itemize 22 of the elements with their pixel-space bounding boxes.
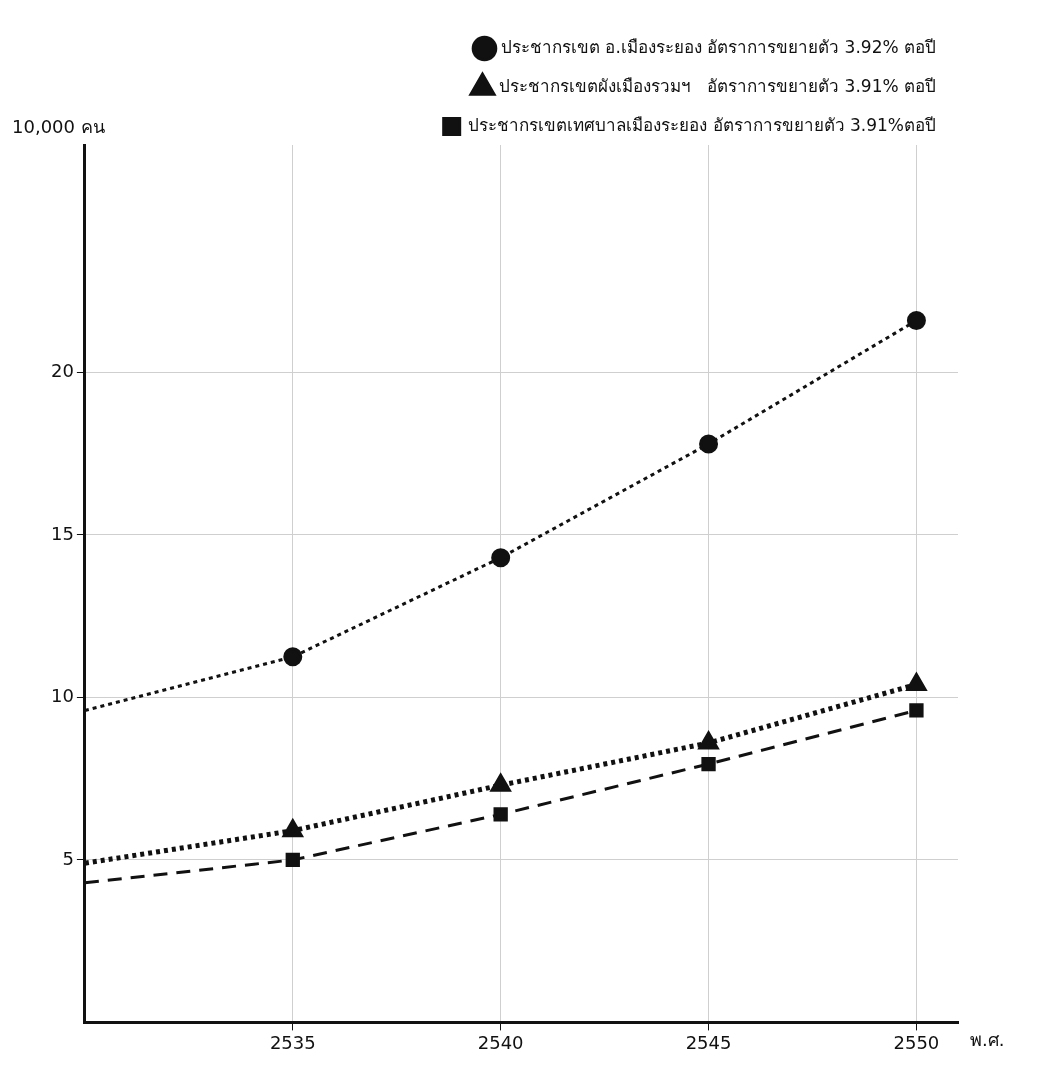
legend-label: ประชากรเขตผังเมืองรวมฯ อัตราการขยายตัว 3.91% ตอปี: [498, 75, 937, 96]
point: [283, 647, 303, 667]
x-tick-label: 2540: [477, 1031, 524, 1053]
point: [699, 434, 719, 454]
point: [491, 548, 511, 568]
y-axis-title: 10,000 คน: [12, 115, 105, 137]
legend-label: ประชากรเขต อ.เมืองระยอง อัตราการขยายตัว 3.92% ตอปี: [500, 36, 937, 57]
legend-label: ประชากรเขตเทศบาลเมืองระยอง อัตราการขยายตัว 3.91%ตอปี: [468, 114, 936, 135]
x-tick-label: 2535: [269, 1031, 316, 1053]
point: [906, 310, 926, 330]
y-tick-label: 10: [51, 685, 74, 707]
point: [285, 852, 300, 868]
point: [493, 807, 508, 822]
y-tick-label: 15: [51, 522, 74, 544]
y-tick-label: 5: [62, 847, 74, 869]
point: [909, 703, 924, 718]
x-tick-label: 2545: [685, 1031, 732, 1053]
point: [699, 732, 718, 750]
point: [701, 756, 716, 772]
y-tick-label: 20: [51, 360, 74, 382]
x-axis-title: พ.ศ.: [970, 1029, 1005, 1051]
x-tick-label: 2550: [893, 1031, 940, 1053]
